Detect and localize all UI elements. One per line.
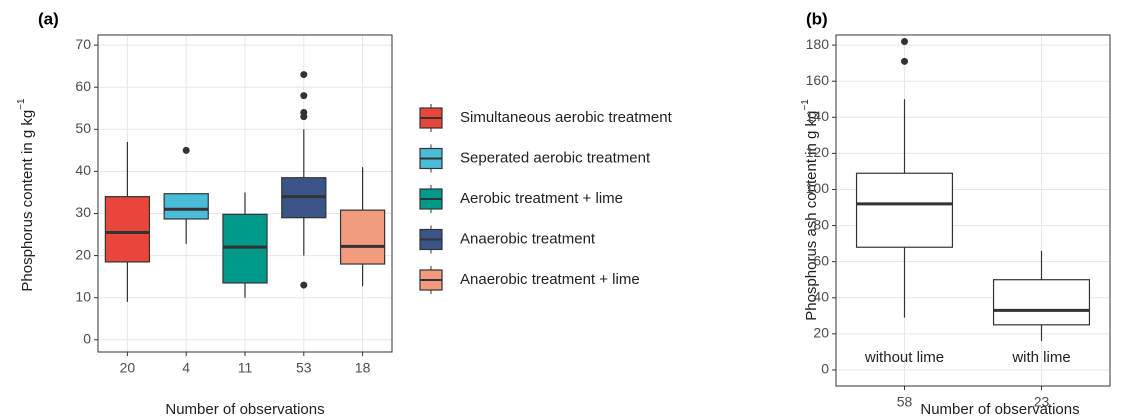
y-tick-label: 60 [75, 78, 91, 94]
x-tick-label: 18 [355, 360, 371, 376]
x-tick-label: 58 [897, 394, 913, 410]
box [104, 196, 151, 263]
x-axis-title: Number of observations [920, 401, 1079, 418]
y-tick-label: 160 [806, 72, 830, 88]
legend-label: Anaerobic treatment [460, 230, 596, 247]
y-tick-label: 50 [75, 120, 91, 136]
plot-border [835, 34, 1111, 387]
y-axis-title-main: Phosphorus content in g kg [19, 110, 36, 292]
legend-label: Seperated aerobic treatment [460, 149, 651, 166]
box-label: without lime [864, 349, 944, 366]
y-tick-label: 80 [813, 216, 829, 232]
y-tick-label: 20 [813, 325, 829, 341]
y-tick-label: 60 [813, 252, 829, 268]
panel-label: (b) [806, 9, 828, 28]
y-axis-title-sup: −1 [16, 98, 27, 110]
outlier [300, 108, 308, 116]
box-label: with lime [1011, 349, 1070, 366]
y-axis-title-sup: −1 [800, 99, 811, 111]
y-tick-label: 10 [75, 288, 91, 304]
y-axis-title: Phosphorus ash content in g kg−1 [800, 99, 820, 321]
y-tick-label: 140 [806, 108, 830, 124]
y-tick-label: 20 [75, 246, 91, 262]
outlier [300, 92, 308, 100]
y-axis-title-main: Phosphorus ash content in g kg [803, 111, 820, 321]
x-tick-label: 53 [296, 360, 312, 376]
legend-label: Aerobic treatment + lime [460, 190, 623, 207]
x-tick-label: 23 [1034, 394, 1050, 410]
y-tick-label: 120 [806, 144, 830, 160]
y-tick-label: 0 [821, 361, 829, 377]
outlier [182, 146, 190, 154]
outlier [300, 281, 308, 289]
y-tick-label: 40 [75, 162, 91, 178]
outlier [901, 57, 908, 65]
outlier [901, 37, 908, 45]
y-tick-label: 70 [75, 36, 91, 52]
y-tick-label: 0 [83, 330, 91, 346]
x-tick-label: 20 [120, 360, 136, 376]
y-axis-title: Phosphorus content in g kg−1 [16, 98, 36, 292]
box [855, 172, 954, 248]
box [992, 279, 1091, 326]
panel-label: (a) [38, 9, 59, 28]
legend-label: Anaerobic treatment + lime [460, 271, 640, 288]
plot-border [97, 34, 393, 353]
y-tick-label: 100 [806, 180, 830, 196]
x-tick-label: 11 [238, 360, 253, 376]
x-tick-label: 4 [182, 360, 190, 376]
y-tick-label: 180 [806, 36, 830, 52]
box [163, 193, 209, 220]
legend-label: Simultaneous aerobic treatment [460, 109, 673, 126]
x-axis-title: Number of observations [165, 401, 324, 418]
box [339, 209, 386, 265]
y-tick-label: 30 [75, 204, 91, 220]
outlier [300, 71, 308, 79]
y-tick-label: 40 [813, 288, 829, 304]
